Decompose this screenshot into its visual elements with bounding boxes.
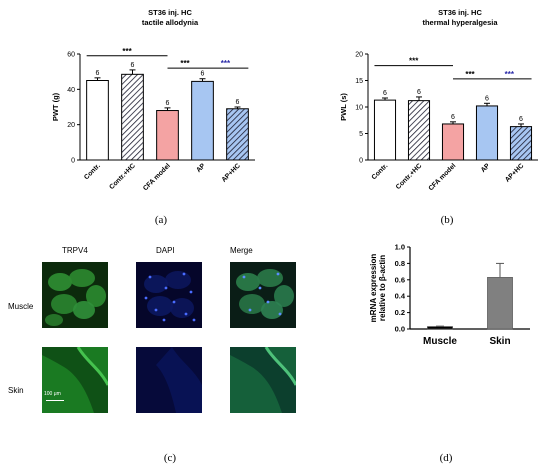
n-label: 6	[451, 114, 455, 121]
chart-a-subtitle: tactile allodynia	[141, 18, 199, 27]
n-label: 6	[201, 71, 205, 78]
bar	[121, 73, 144, 161]
bar	[509, 126, 533, 161]
category-label: AP+HC	[504, 162, 525, 183]
row-label-skin: Skin	[8, 386, 24, 395]
category-label: AP+HC	[221, 162, 242, 183]
category-label: CFA model	[428, 162, 458, 192]
col-label-merge: Merge	[230, 246, 253, 255]
chart-a-caption: (a)	[154, 214, 168, 226]
n-label: 6	[96, 70, 100, 77]
category-label: AP	[195, 162, 207, 174]
y-tick-label: 40	[67, 87, 75, 94]
category-label: Muscle	[423, 336, 457, 347]
significance-label: ***	[122, 47, 132, 56]
significance-label: ***	[409, 57, 419, 66]
chart-d: 0.0 0.2 0.4 0.6 0.8 1.0 mRNA expressionrelativ…	[369, 243, 530, 347]
bar	[407, 100, 431, 161]
y-tick-label: 20	[67, 122, 75, 129]
category-label: Contr.+HC	[108, 162, 137, 191]
y-axis-label: mRNA expressionrelative to β-actin	[369, 254, 387, 323]
y-tick-label: 10	[355, 105, 363, 112]
n-label: 6	[383, 90, 387, 97]
y-tick-label: 20	[355, 52, 363, 59]
y-tick-label: 0.0	[395, 325, 405, 334]
bar	[441, 123, 465, 161]
significance-label: ***	[221, 59, 231, 68]
category-label: Contr.	[371, 162, 390, 181]
bar	[487, 277, 513, 330]
significance-label: ***	[465, 70, 475, 79]
skin-trpv4-image	[42, 347, 108, 413]
bar	[373, 99, 397, 161]
chart-d-caption: (d)	[439, 452, 453, 464]
y-tick-label: 0	[359, 158, 363, 165]
category-label: Contr.	[83, 162, 102, 181]
bar	[427, 326, 453, 330]
bar	[156, 110, 179, 161]
col-label-trpv4: TRPV4	[62, 246, 88, 255]
scale-bar	[46, 400, 64, 401]
chart-b-subtitle: thermal hyperalgesia	[422, 18, 498, 27]
muscle-dapi-image	[136, 262, 202, 328]
y-tick-label: 0	[71, 158, 75, 165]
y-tick-label: 0.8	[395, 259, 405, 268]
category-label: CFA model	[142, 162, 172, 192]
chart-a-title-line: ST36 inj. HC	[148, 8, 192, 17]
col-label-dapi: DAPI	[156, 246, 175, 255]
skin-merge-image	[230, 347, 296, 413]
muscle-trpv4-image	[42, 262, 108, 328]
bar	[475, 105, 499, 161]
chart-b-title: ST36 inj. HC thermal hyperalgesia	[390, 8, 530, 28]
y-tick-label: 0.2	[395, 308, 405, 317]
chart-b: 0 5 10 15 20 PWL (s) 6 Contr. 6 Contr.+HC 6 CFA mod…	[339, 52, 538, 192]
y-axis-label: PWL (s)	[339, 93, 348, 121]
skin-dapi-image	[136, 347, 202, 413]
y-tick-label: 60	[67, 52, 75, 59]
chart-a: 0 20 40 60 PWT (g) 6 Contr. 6 Contr.+HC 6 CFA mode…	[51, 47, 255, 192]
muscle-merge-image	[230, 262, 296, 328]
category-label: AP	[480, 162, 492, 174]
n-label: 6	[166, 100, 170, 107]
y-tick-label: 5	[359, 131, 363, 138]
y-tick-label: 15	[355, 78, 363, 85]
n-label: 6	[519, 116, 523, 123]
chart-b-title-line: ST36 inj. HC	[438, 8, 482, 17]
y-axis-label: PWT (g)	[51, 92, 60, 121]
micrograph-caption: (c)	[163, 452, 177, 464]
significance-label: ***	[180, 59, 190, 68]
category-label: Skin	[489, 336, 510, 347]
n-label: 6	[485, 95, 489, 102]
scale-bar-label: 100 μm	[44, 391, 61, 397]
bar	[226, 108, 249, 161]
n-label: 6	[236, 99, 240, 106]
chart-a-title: ST36 inj. HC tactile allodynia	[100, 8, 240, 28]
n-label: 6	[131, 62, 135, 69]
n-label: 6	[417, 89, 421, 96]
y-tick-label: 0.4	[395, 292, 406, 301]
y-axis-label-line: mRNA expression	[369, 254, 378, 323]
y-axis-label-line: relative to β-actin	[378, 255, 387, 321]
bar	[86, 80, 109, 161]
y-tick-label: 0.6	[395, 275, 405, 284]
y-tick-label: 1.0	[395, 243, 405, 252]
row-label-muscle: Muscle	[8, 302, 34, 311]
category-label: Contr.+HC	[395, 162, 424, 191]
bar	[191, 80, 214, 161]
chart-b-caption: (b)	[440, 214, 454, 226]
significance-label: ***	[505, 70, 515, 79]
